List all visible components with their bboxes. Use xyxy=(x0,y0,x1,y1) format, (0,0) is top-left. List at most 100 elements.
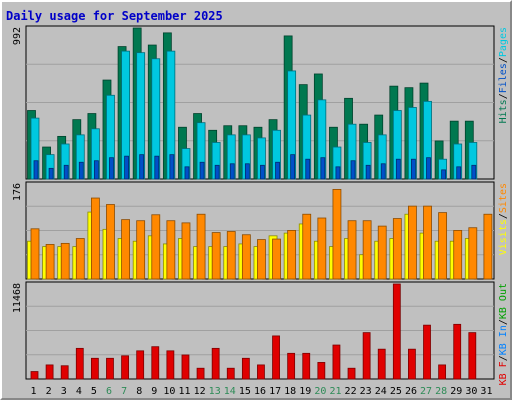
legend-entry: KB In xyxy=(498,325,509,355)
bar-files xyxy=(169,154,175,180)
legend-entry: KB F xyxy=(498,361,509,385)
bar-kbf xyxy=(392,283,401,380)
x-tick-label: 16 xyxy=(254,386,266,397)
bar-kbf xyxy=(257,364,265,380)
legend-entry: Files xyxy=(498,63,509,93)
bar-sites xyxy=(317,217,327,280)
legend-entry: Visits xyxy=(498,219,509,255)
bar-files xyxy=(139,154,145,180)
bar-kbf xyxy=(196,367,205,380)
x-tick-label: 20 xyxy=(314,386,326,397)
bar-kbf xyxy=(438,364,447,380)
legend-entry: / xyxy=(498,213,509,219)
x-tick-label: 27 xyxy=(420,386,432,397)
bar-files xyxy=(93,160,99,180)
bar-kbf xyxy=(287,352,296,380)
x-tick-label: 10 xyxy=(163,386,175,397)
bar-files xyxy=(244,163,250,180)
legend-hits-pages-files: Hits/Files/Pages xyxy=(498,27,509,123)
bar-sites xyxy=(75,238,85,280)
bar-sites xyxy=(196,213,206,280)
bar-sites xyxy=(30,228,40,280)
bar-kbf xyxy=(211,347,220,380)
x-tick-label: 19 xyxy=(299,386,311,397)
bar-files xyxy=(395,158,401,180)
bar-sites xyxy=(272,238,281,280)
bar-sites xyxy=(287,230,297,280)
bar-sites xyxy=(106,204,115,280)
x-tick-label: 21 xyxy=(329,386,341,397)
bar-kbf xyxy=(75,347,84,380)
x-tick-label: 4 xyxy=(76,386,82,397)
legend-entry: / xyxy=(498,355,509,361)
bar-kbf xyxy=(106,357,114,380)
x-tick-label: 3 xyxy=(61,386,67,397)
legend-entry: Hits xyxy=(498,99,509,123)
x-tick-label: 11 xyxy=(178,386,190,397)
bar-files xyxy=(109,157,114,180)
bar-kbf xyxy=(468,332,477,380)
bar-kbf xyxy=(60,365,69,380)
bar-sites xyxy=(332,188,342,280)
bar-sites xyxy=(362,220,372,280)
bar-kbf xyxy=(423,324,431,380)
x-tick-label: 22 xyxy=(345,386,357,397)
x-tick-label: 17 xyxy=(269,386,281,397)
bar-sites xyxy=(483,213,493,280)
bar-files xyxy=(260,164,265,180)
bar-files xyxy=(33,160,39,180)
x-tick-label: 24 xyxy=(375,386,387,397)
legend-kbytes: KB F/KB In/KB Out xyxy=(498,283,509,385)
chart-title: Daily usage for September 2025 xyxy=(6,9,223,23)
bar-kbf xyxy=(453,323,462,380)
bar-sites xyxy=(151,214,161,280)
bar-kbf xyxy=(362,332,371,380)
bar-sites xyxy=(347,220,357,280)
x-tick-label: 31 xyxy=(480,386,492,397)
bar-sites xyxy=(241,234,251,280)
bar-files xyxy=(48,167,54,180)
bar-sites xyxy=(90,197,100,280)
x-tick-label: 5 xyxy=(91,386,97,397)
bar-sites xyxy=(453,230,463,280)
bar-kbf xyxy=(90,357,99,380)
x-tick-label: 13 xyxy=(209,386,221,397)
bar-files xyxy=(426,157,431,180)
bar-sites xyxy=(45,244,55,280)
x-tick-label: 6 xyxy=(106,386,112,397)
bar-sites xyxy=(377,225,387,280)
x-tick-label: 26 xyxy=(405,386,417,397)
bar-kbf xyxy=(241,357,250,380)
bar-files xyxy=(456,166,462,180)
bar-sites xyxy=(468,227,478,280)
bar-kbf xyxy=(272,335,280,380)
bar-files xyxy=(365,164,371,180)
x-tick-label: 30 xyxy=(465,386,477,397)
bar-kbf xyxy=(347,367,356,380)
bar-files xyxy=(214,164,220,180)
x-tick-label: 28 xyxy=(435,386,447,397)
bar-files xyxy=(199,161,205,180)
legend-entry: / xyxy=(498,93,509,99)
x-tick-label: 8 xyxy=(136,386,142,397)
bar-kbf xyxy=(136,350,145,380)
bar-kbf xyxy=(332,344,341,380)
x-tick-label: 23 xyxy=(360,386,372,397)
y-max-label: 11468 xyxy=(12,283,23,313)
bar-kbf xyxy=(302,352,311,380)
x-tick-label: 18 xyxy=(284,386,296,397)
bar-files xyxy=(320,157,326,180)
bar-files xyxy=(290,154,296,180)
bar-files xyxy=(63,164,69,180)
x-tick-label: 29 xyxy=(450,386,462,397)
x-tick-label: 12 xyxy=(194,386,206,397)
bar-sites xyxy=(408,205,417,280)
bar-kbf xyxy=(121,355,129,380)
x-tick-label: 14 xyxy=(224,386,236,397)
x-tick-label: 2 xyxy=(46,386,52,397)
x-tick-label: 15 xyxy=(239,386,251,397)
bar-files xyxy=(275,161,280,180)
bar-files xyxy=(78,161,84,180)
